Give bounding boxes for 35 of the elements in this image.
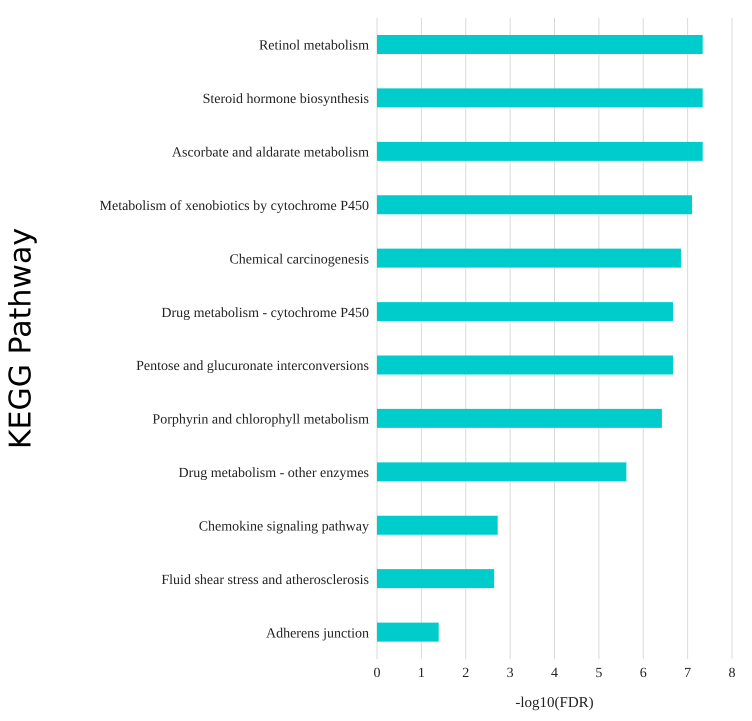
x-tick-label: 3 bbox=[506, 666, 514, 681]
bar bbox=[377, 302, 673, 322]
y-tick-label: Steroid hormone biosynthesis bbox=[202, 92, 369, 108]
x-tick-label: 7 bbox=[684, 666, 692, 681]
y-tick-label: Drug metabolism - cytochrome P450 bbox=[161, 306, 369, 321]
y-tick-label: Drug metabolism - other enzymes bbox=[178, 466, 369, 482]
bar bbox=[377, 142, 703, 161]
x-tick-label: 0 bbox=[374, 666, 380, 681]
x-tick-label: 6 bbox=[640, 666, 647, 681]
x-axis-title: -log10(FDR) bbox=[515, 695, 594, 711]
x-tick-label: 2 bbox=[462, 666, 470, 681]
bar bbox=[377, 516, 498, 535]
bar bbox=[377, 35, 703, 54]
y-axis-title: KEGG Pathway bbox=[4, 228, 39, 450]
bar bbox=[377, 462, 626, 482]
x-tick-label: 4 bbox=[551, 666, 558, 681]
y-tick-label: Adherens junction bbox=[266, 626, 369, 642]
x-tick-label: 5 bbox=[595, 666, 602, 681]
y-tick-label: Porphyrin and chlorophyll metabolism bbox=[152, 412, 370, 428]
x-tick-label: 8 bbox=[728, 666, 736, 681]
y-tick-label: Chemokine signaling pathway bbox=[198, 519, 369, 534]
bar bbox=[377, 356, 673, 374]
bar bbox=[377, 622, 439, 642]
y-tick-label: Retinol metabolism bbox=[258, 38, 370, 54]
y-tick-label: Metabolism of xenobiotics by cytochrome P450 bbox=[100, 198, 369, 214]
bar bbox=[377, 569, 494, 588]
x-tick-label: 1 bbox=[418, 666, 425, 681]
bar bbox=[377, 408, 662, 428]
y-tick-label: Ascorbate and aldarate metabolism bbox=[172, 146, 370, 161]
y-tick-label: Pentose and glucuronate interconversions bbox=[136, 359, 369, 374]
y-tick-label: Fluid shear stress and atherosclerosis bbox=[161, 572, 369, 588]
y-tick-label: Chemical carcinogenesis bbox=[229, 252, 369, 268]
bar bbox=[377, 248, 681, 268]
bar bbox=[377, 88, 703, 108]
bar bbox=[377, 195, 692, 214]
